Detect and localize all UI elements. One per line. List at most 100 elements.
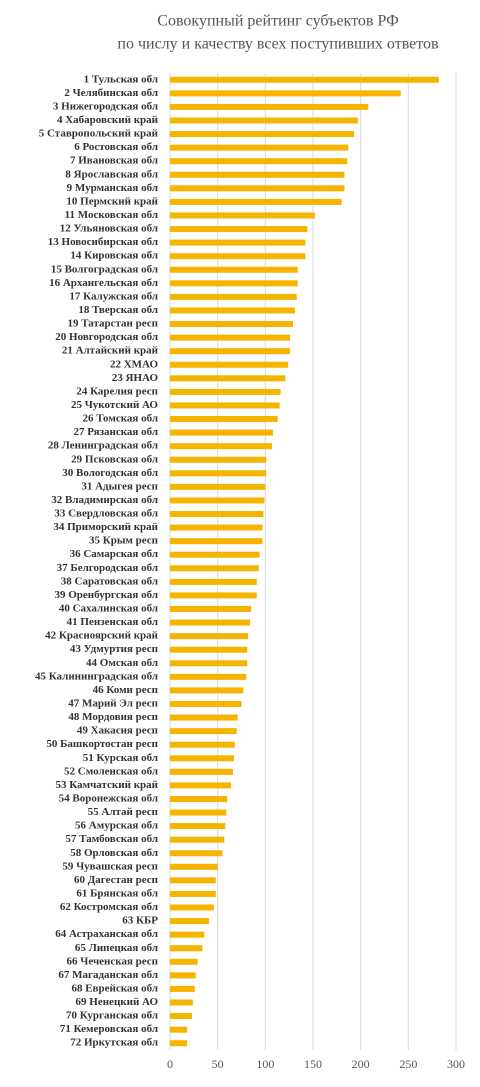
- y-tick-label: 18 Тверская обл: [78, 304, 158, 316]
- y-tick-label: 20 Новгородская обл: [55, 331, 158, 343]
- bar: [170, 76, 439, 83]
- bar: [170, 253, 306, 260]
- bar: [170, 673, 247, 680]
- y-tick-label: 54 Воронежская обл: [59, 792, 158, 804]
- bar: [170, 809, 227, 816]
- y-tick-label: 19 Татарстан респ: [67, 318, 158, 330]
- y-tick-label: 16 Архангельская обл: [49, 277, 158, 289]
- y-tick-label: 52 Смоленская обл: [64, 765, 158, 777]
- bar: [170, 198, 342, 205]
- bar: [170, 741, 235, 748]
- bar: [170, 334, 291, 341]
- bar: [170, 103, 369, 110]
- y-tick-label: 27 Рязанская обл: [73, 426, 158, 438]
- bar: [170, 999, 193, 1006]
- y-tick-label: 47 Марий Эл респ: [68, 698, 158, 710]
- y-tick-label: 46 Коми респ: [93, 684, 159, 696]
- bar: [170, 1013, 192, 1020]
- y-tick-label: 32 Владимирская обл: [51, 494, 158, 506]
- bar: [170, 280, 298, 287]
- bar: [170, 239, 306, 246]
- x-tick-label: 100: [256, 1057, 274, 1071]
- y-tick-label: 4 Хабаровский край: [57, 114, 159, 126]
- y-tick-label: 63 КБР: [122, 915, 158, 927]
- bar: [170, 605, 252, 612]
- y-tick-label: 11 Московская обл: [65, 209, 158, 221]
- y-tick-label: 42 Красноярский край: [45, 630, 159, 642]
- bar: [170, 782, 232, 789]
- bar: [170, 972, 196, 979]
- y-tick-label: 57 Тамбовская обл: [65, 833, 158, 845]
- bar: [170, 877, 216, 884]
- bar: [170, 158, 348, 165]
- x-tick-label: 0: [167, 1057, 173, 1071]
- bar: [170, 511, 264, 518]
- y-tick-label: 62 Костромская обл: [60, 901, 158, 913]
- y-tick-label: 39 Оренбургская обл: [55, 589, 159, 601]
- bar: [170, 728, 237, 735]
- bar: [170, 321, 293, 328]
- bar: [170, 551, 260, 558]
- x-tick-label: 250: [399, 1057, 417, 1071]
- y-tick-label: 13 Новосибирская обл: [48, 236, 158, 248]
- bar: [170, 1040, 188, 1047]
- bar: [170, 850, 223, 857]
- y-tick-label: 50 Башкортостан респ: [46, 738, 158, 750]
- y-tick-label: 55 Алтай респ: [88, 806, 159, 818]
- bar: [170, 958, 198, 965]
- y-tick-label: 40 Сахалинская обл: [59, 603, 158, 615]
- bar: [170, 402, 280, 409]
- bar: [170, 266, 298, 273]
- y-tick-label: 41 Пензенская обл: [67, 616, 158, 628]
- y-tick-label: 22 ХМАО: [110, 358, 158, 370]
- y-tick-label: 36 Самарская обл: [70, 548, 158, 560]
- chart-title: Совокупный рейтинг субъектов РФ: [157, 13, 398, 30]
- y-tick-label: 30 Вологодская обл: [62, 467, 158, 479]
- bar: [170, 483, 266, 490]
- bar: [170, 388, 281, 395]
- bar: [170, 985, 195, 992]
- bar: [170, 429, 273, 436]
- x-tick-label: 50: [212, 1057, 224, 1071]
- bar: [170, 144, 349, 151]
- bar: [170, 646, 248, 653]
- y-tick-label: 66 Чеченская респ: [67, 955, 159, 967]
- bar: [170, 212, 315, 219]
- y-tick-label: 17 Калужская обл: [69, 290, 158, 302]
- y-tick-label: 5 Ставропольский край: [39, 128, 159, 140]
- y-tick-label: 25 Чукотский АО: [71, 399, 158, 411]
- bar: [170, 90, 401, 97]
- bar: [170, 904, 214, 911]
- y-tick-label: 71 Кемеровская обл: [60, 1023, 158, 1035]
- y-tick-label: 44 Омская обл: [86, 657, 158, 669]
- y-tick-label: 26 Томская обл: [82, 413, 158, 425]
- bar: [170, 863, 218, 870]
- bar: [170, 307, 295, 314]
- y-tick-label: 10 Пермский край: [66, 195, 158, 207]
- y-tick-label: 12 Ульяновская обл: [60, 223, 158, 235]
- y-tick-label: 6 Ростовская обл: [74, 141, 158, 153]
- bar: [170, 768, 233, 775]
- y-tick-label: 70 Курганская обл: [66, 1010, 158, 1022]
- y-tick-label: 31 Адыгея респ: [81, 480, 158, 492]
- bar: [170, 293, 297, 300]
- y-tick-label: 21 Алтайский край: [62, 345, 159, 357]
- y-tick-label: 35 Крым респ: [89, 535, 159, 547]
- y-tick-label: 7 Ивановская обл: [70, 155, 158, 167]
- bar: [170, 131, 354, 138]
- y-tick-label: 43 Удмуртия респ: [70, 643, 159, 655]
- chart-title: по числу и качеству всех поступивших отв…: [117, 36, 439, 53]
- bar: [170, 226, 308, 233]
- bar: [170, 565, 259, 572]
- bar: [170, 931, 205, 938]
- bar: [170, 171, 345, 178]
- y-tick-label: 34 Приморский край: [53, 521, 158, 533]
- bar: [170, 524, 263, 531]
- bar: [170, 416, 278, 423]
- bar: [170, 375, 286, 382]
- y-tick-label: 51 Курская обл: [83, 752, 158, 764]
- y-tick-label: 56 Амурская обл: [75, 820, 158, 832]
- y-tick-label: 9 Мурманская обл: [67, 182, 158, 194]
- x-tick-label: 150: [304, 1057, 322, 1071]
